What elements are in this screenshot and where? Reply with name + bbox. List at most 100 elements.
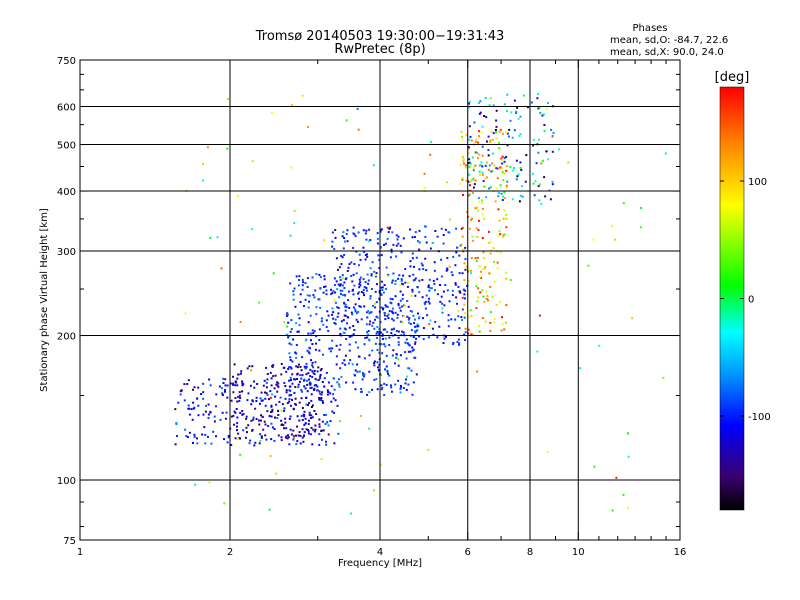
data-point [475, 260, 478, 263]
data-point [513, 129, 516, 132]
data-point [418, 291, 421, 294]
data-point [354, 308, 357, 311]
data-point [270, 411, 272, 414]
data-point [350, 311, 353, 314]
data-point [288, 443, 291, 446]
data-point [380, 373, 382, 376]
data-point [402, 315, 405, 318]
data-point [374, 318, 376, 321]
data-point [358, 370, 361, 373]
data-point [505, 321, 507, 324]
data-point [471, 217, 474, 220]
data-point [297, 284, 300, 287]
data-point [292, 338, 295, 341]
data-point [342, 331, 345, 334]
data-point [258, 423, 261, 426]
data-point [303, 365, 306, 368]
data-point [436, 336, 439, 339]
data-point [389, 297, 392, 300]
data-point [468, 158, 471, 161]
data-point [312, 372, 315, 374]
data-point [346, 240, 349, 243]
data-point [224, 390, 226, 393]
data-point [296, 415, 299, 418]
data-point [496, 167, 499, 170]
data-point [417, 312, 419, 315]
data-point [499, 233, 502, 236]
data-point [396, 316, 399, 319]
data-point [397, 302, 400, 305]
data-point [300, 389, 303, 391]
data-point [524, 180, 527, 183]
data-point [254, 441, 257, 444]
data-point [428, 323, 431, 325]
data-point [430, 141, 432, 144]
data-point [468, 193, 471, 196]
data-point [266, 410, 269, 413]
data-point [462, 288, 465, 291]
data-point [517, 173, 520, 176]
data-point [351, 289, 354, 292]
data-point [215, 393, 218, 396]
data-point [290, 343, 293, 346]
data-point [283, 321, 286, 324]
data-point [273, 439, 276, 442]
data-point [241, 382, 244, 385]
data-point [461, 308, 464, 311]
data-point [505, 213, 508, 216]
data-point [397, 364, 400, 367]
data-point [470, 272, 472, 275]
data-point [251, 428, 254, 431]
data-point [368, 354, 371, 357]
data-point [298, 431, 301, 433]
data-point [402, 274, 405, 277]
data-point [344, 278, 347, 281]
data-point [488, 104, 491, 106]
data-point [227, 434, 230, 437]
data-point [469, 162, 472, 165]
data-point [255, 418, 258, 420]
data-point [193, 435, 196, 438]
data-point [277, 434, 280, 437]
data-point [331, 245, 334, 248]
data-point [295, 434, 297, 437]
data-point [304, 282, 307, 285]
points-layer [174, 93, 667, 515]
data-point [421, 317, 424, 320]
data-point [497, 192, 500, 195]
data-point [327, 433, 330, 436]
data-point [433, 261, 436, 264]
data-point [325, 326, 328, 328]
data-point [301, 407, 304, 409]
data-point [388, 374, 391, 377]
data-point [292, 438, 295, 441]
data-point [344, 314, 347, 317]
data-point [177, 401, 180, 404]
data-point [223, 438, 225, 441]
data-point [537, 93, 539, 96]
data-point [522, 94, 525, 97]
data-point [271, 410, 274, 413]
data-point [306, 277, 309, 280]
data-point [502, 236, 505, 239]
data-point [399, 320, 402, 323]
data-point [341, 235, 344, 238]
data-point [462, 158, 465, 160]
data-point [474, 179, 477, 182]
data-point [366, 289, 368, 292]
data-point [397, 277, 400, 280]
data-point [408, 321, 411, 324]
data-point [260, 399, 263, 402]
data-point [470, 333, 473, 336]
data-point [360, 290, 363, 293]
data-point [454, 264, 457, 267]
data-point [253, 386, 256, 389]
data-point [346, 322, 348, 325]
data-point [313, 410, 316, 412]
data-point [297, 386, 300, 389]
data-point [256, 383, 259, 385]
data-point [291, 382, 294, 385]
data-point [478, 112, 481, 115]
data-point [226, 147, 229, 150]
data-point [446, 257, 449, 259]
